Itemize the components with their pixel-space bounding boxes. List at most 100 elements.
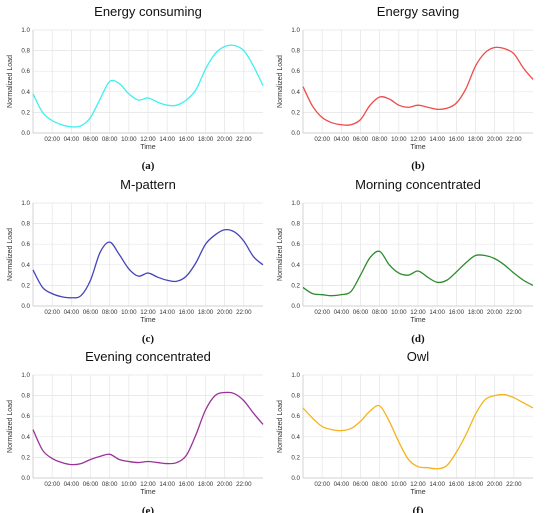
y-tick-label: 0.8: [21, 221, 30, 228]
x-tick-label: 04:00: [64, 136, 80, 143]
x-tick-label: 10:00: [391, 481, 407, 488]
x-tick-label: 04:00: [334, 309, 350, 316]
x-tick-label: 18:00: [198, 481, 214, 488]
x-tick-label: 12:00: [410, 481, 426, 488]
y-tick-label: 0.4: [291, 434, 300, 441]
chart-title: Energy saving: [377, 4, 459, 19]
x-tick-label: 02:00: [314, 481, 330, 488]
chart-title: Owl: [407, 349, 430, 364]
series-line: [32, 44, 264, 128]
x-tick-label: 16:00: [449, 136, 465, 143]
x-tick-label: 14:00: [159, 309, 175, 316]
x-tick-label: 06:00: [83, 136, 99, 143]
x-tick-label: 14:00: [159, 136, 175, 143]
x-tick-label: 02:00: [314, 136, 330, 143]
x-tick-label: 04:00: [334, 136, 350, 143]
x-tick-label: 22:00: [236, 136, 252, 143]
x-tick-label: 16:00: [179, 309, 195, 316]
x-tick-label: 22:00: [506, 481, 522, 488]
x-tick-label: 08:00: [372, 309, 388, 316]
x-axis-label: Time: [410, 144, 425, 151]
x-tick-label: 12:00: [140, 481, 156, 488]
chart-title: Energy consuming: [94, 4, 202, 19]
x-tick-label: 08:00: [102, 481, 118, 488]
x-tick-label: 02:00: [314, 309, 330, 316]
panel-label: (e): [142, 505, 155, 513]
x-tick-label: 08:00: [372, 481, 388, 488]
x-tick-label: 20:00: [487, 481, 503, 488]
x-tick-label: 04:00: [64, 309, 80, 316]
y-axis-label: Normalized Load: [7, 55, 14, 108]
x-tick-label: 20:00: [217, 136, 233, 143]
y-tick-label: 0.6: [291, 413, 300, 420]
y-tick-label: 0.6: [21, 413, 30, 420]
y-tick-label: 0.4: [21, 434, 30, 441]
x-tick-label: 14:00: [429, 481, 445, 488]
x-tick-label: 14:00: [159, 481, 175, 488]
x-tick-label: 04:00: [334, 481, 350, 488]
chart-panel: Owl 0.0 0.2 0.4 0.6 0.8 1.0 02:00 04:00 06:00 08:0…: [277, 349, 534, 513]
y-tick-label: 0.6: [21, 241, 30, 248]
chart-panel: Energy consuming 0.0 0.2 0.4 0.6 0.8 1.0 02:00 0…: [7, 4, 264, 172]
y-tick-label: 0.0: [291, 475, 300, 482]
y-tick-label: 1.0: [21, 27, 30, 34]
y-tick-label: 0.6: [291, 68, 300, 75]
x-tick-label: 18:00: [468, 309, 484, 316]
x-tick-label: 10:00: [121, 481, 137, 488]
x-tick-label: 06:00: [353, 309, 369, 316]
chart-title: M-pattern: [120, 177, 176, 192]
x-tick-label: 10:00: [391, 136, 407, 143]
y-tick-label: 0.2: [291, 109, 300, 116]
y-tick-label: 0.0: [291, 130, 300, 137]
x-axis-label: Time: [410, 317, 425, 324]
y-tick-label: 1.0: [291, 372, 300, 379]
x-tick-label: 04:00: [64, 481, 80, 488]
x-tick-label: 16:00: [449, 481, 465, 488]
y-tick-label: 0.2: [21, 282, 30, 289]
chart-panel: Morning concentrated 0.0 0.2 0.4 0.6 0.8 1.0 02…: [277, 177, 534, 345]
y-tick-label: 0.6: [291, 241, 300, 248]
x-tick-label: 12:00: [140, 136, 156, 143]
panel-label: (f): [413, 505, 424, 513]
y-tick-label: 0.4: [291, 262, 300, 269]
y-tick-label: 0.2: [291, 282, 300, 289]
x-axis-label: Time: [140, 317, 155, 324]
x-tick-label: 22:00: [236, 481, 252, 488]
x-tick-label: 12:00: [140, 309, 156, 316]
x-tick-label: 14:00: [429, 309, 445, 316]
y-tick-label: 0.6: [21, 68, 30, 75]
x-tick-label: 10:00: [121, 309, 137, 316]
x-tick-label: 06:00: [353, 481, 369, 488]
x-tick-label: 08:00: [102, 136, 118, 143]
y-axis-label: Normalized Load: [7, 228, 14, 281]
y-tick-label: 0.8: [21, 48, 30, 55]
chart-panel: Evening concentrated 0.0 0.2 0.4 0.6 0.8 1.0 02…: [7, 349, 264, 513]
x-tick-label: 16:00: [179, 481, 195, 488]
chart-title: Evening concentrated: [85, 349, 211, 364]
x-axis-label: Time: [410, 489, 425, 496]
y-tick-label: 0.0: [21, 130, 30, 137]
y-tick-label: 0.0: [21, 303, 30, 310]
x-tick-label: 14:00: [429, 136, 445, 143]
x-tick-label: 22:00: [236, 309, 252, 316]
x-tick-label: 06:00: [83, 309, 99, 316]
chart-panel: M-pattern 0.0 0.2 0.4 0.6 0.8 1.0 02:00 04:00 06:…: [7, 177, 264, 345]
x-tick-label: 08:00: [372, 136, 388, 143]
series-line: [32, 391, 264, 466]
y-axis-label: Normalized Load: [277, 400, 284, 453]
x-tick-label: 06:00: [353, 136, 369, 143]
y-tick-label: 0.2: [21, 454, 30, 461]
y-tick-label: 0.2: [291, 454, 300, 461]
x-tick-label: 18:00: [198, 309, 214, 316]
y-tick-label: 1.0: [291, 27, 300, 34]
x-axis-label: Time: [140, 144, 155, 151]
series-line: [302, 250, 534, 297]
y-tick-label: 0.4: [21, 89, 30, 96]
y-tick-label: 0.8: [21, 393, 30, 400]
y-axis-label: Normalized Load: [277, 228, 284, 281]
x-tick-label: 22:00: [506, 136, 522, 143]
panel-label: (d): [411, 333, 425, 345]
y-tick-label: 0.2: [21, 109, 30, 116]
x-tick-label: 06:00: [83, 481, 99, 488]
